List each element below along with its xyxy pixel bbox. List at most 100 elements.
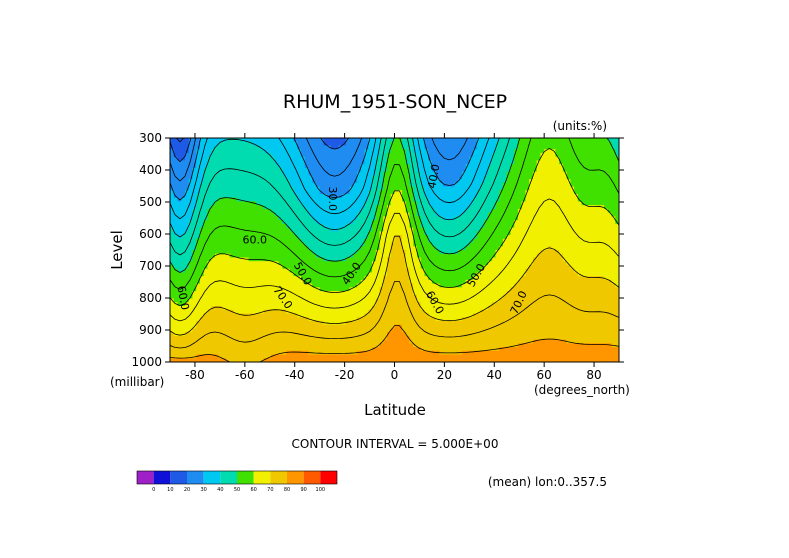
contour-cell xyxy=(244,156,250,161)
contour-cell xyxy=(461,272,467,277)
contour-cell xyxy=(229,279,235,285)
contour-cell xyxy=(503,156,508,161)
contour-cell xyxy=(600,190,605,195)
contour-cell xyxy=(503,287,508,292)
contour-cell xyxy=(349,227,354,232)
contour-cell xyxy=(241,201,246,206)
contour-cell xyxy=(323,190,328,195)
contour-cell xyxy=(267,264,272,270)
contour-cell xyxy=(480,283,485,288)
contour-cell xyxy=(439,253,444,259)
contour-cell xyxy=(196,205,201,210)
contour-cell xyxy=(188,227,194,232)
contour-cell xyxy=(184,152,190,158)
contour-cell xyxy=(510,227,515,232)
contour-cell xyxy=(252,253,257,259)
contour-cell xyxy=(521,194,527,199)
contour-cell xyxy=(532,227,538,232)
contour-cell xyxy=(551,212,556,217)
contour-cell xyxy=(327,220,332,225)
contour-cell xyxy=(248,201,253,206)
contour-cell xyxy=(184,261,190,266)
contour-cell xyxy=(188,138,194,143)
contour-cell xyxy=(345,223,351,229)
contour-cell xyxy=(450,152,455,158)
contour-cell xyxy=(259,227,265,232)
contour-cell xyxy=(342,223,347,229)
contour-cell xyxy=(517,149,523,154)
contour-cell xyxy=(517,197,523,203)
contour-cell xyxy=(274,182,280,188)
contour-cell xyxy=(315,201,321,206)
contour-cell xyxy=(495,194,500,199)
contour-cell xyxy=(368,220,373,225)
contour-cell xyxy=(424,194,429,199)
contour-cell xyxy=(308,208,313,214)
contour-cell xyxy=(443,250,448,255)
contour-cell xyxy=(540,156,545,161)
contour-cell xyxy=(390,264,396,270)
contour-cell xyxy=(338,160,343,165)
contour-cell xyxy=(577,179,583,184)
contour-cell xyxy=(592,264,598,270)
contour-cell xyxy=(248,253,253,259)
contour-cell xyxy=(420,291,426,296)
contour-cell xyxy=(413,171,418,176)
contour-cell xyxy=(476,167,482,173)
contour-cell xyxy=(207,190,212,195)
contour-cell xyxy=(271,287,276,292)
contour-cell xyxy=(289,242,295,247)
contour-cell xyxy=(428,235,433,240)
contour-cell xyxy=(547,201,553,206)
contour-cell xyxy=(596,186,601,191)
contour-cell xyxy=(237,182,242,188)
contour-cell xyxy=(480,197,485,203)
contour-cell xyxy=(304,160,310,165)
contour-cell xyxy=(577,223,583,229)
contour-cell xyxy=(360,283,366,288)
contour-cell xyxy=(544,235,549,240)
contour-cell xyxy=(353,186,358,191)
contour-cell xyxy=(607,253,613,259)
contour-cell xyxy=(379,253,384,259)
contour-cell xyxy=(480,141,485,147)
contour-cell xyxy=(372,190,377,195)
contour-cell xyxy=(521,261,527,266)
contour-cell xyxy=(589,268,594,273)
contour-cell xyxy=(345,138,351,143)
contour-cell xyxy=(274,246,280,251)
contour-cell xyxy=(424,156,429,161)
contour-cell xyxy=(577,261,583,266)
contour-cell xyxy=(544,268,549,273)
contour-cell xyxy=(521,257,527,262)
contour-cell xyxy=(289,231,295,236)
contour-cell xyxy=(330,212,336,217)
contour-cell xyxy=(192,235,197,240)
contour-cell xyxy=(237,171,242,176)
contour-cell xyxy=(379,201,384,206)
contour-cell xyxy=(431,212,437,217)
contour-cell xyxy=(390,287,396,292)
contour-cell xyxy=(349,205,354,210)
contour-cell xyxy=(252,182,257,188)
contour-cell xyxy=(173,212,179,217)
contour-cell xyxy=(345,149,351,154)
contour-cell xyxy=(615,186,619,191)
contour-cell xyxy=(607,138,613,143)
contour-cell xyxy=(241,145,246,150)
contour-cell xyxy=(330,246,336,251)
contour-cell xyxy=(330,223,336,229)
contour-cell xyxy=(379,238,384,244)
contour-cell xyxy=(555,223,560,229)
contour-cell xyxy=(491,242,497,247)
contour-cell xyxy=(338,190,343,195)
contour-cell xyxy=(525,235,530,240)
contour-cell xyxy=(562,201,568,206)
contour-cell xyxy=(282,186,287,191)
contour-cell xyxy=(611,160,616,165)
contour-cell xyxy=(379,246,384,251)
contour-cell xyxy=(536,182,542,188)
contour-cell xyxy=(488,242,493,247)
contour-cell xyxy=(379,283,384,288)
contour-cell xyxy=(458,160,463,165)
